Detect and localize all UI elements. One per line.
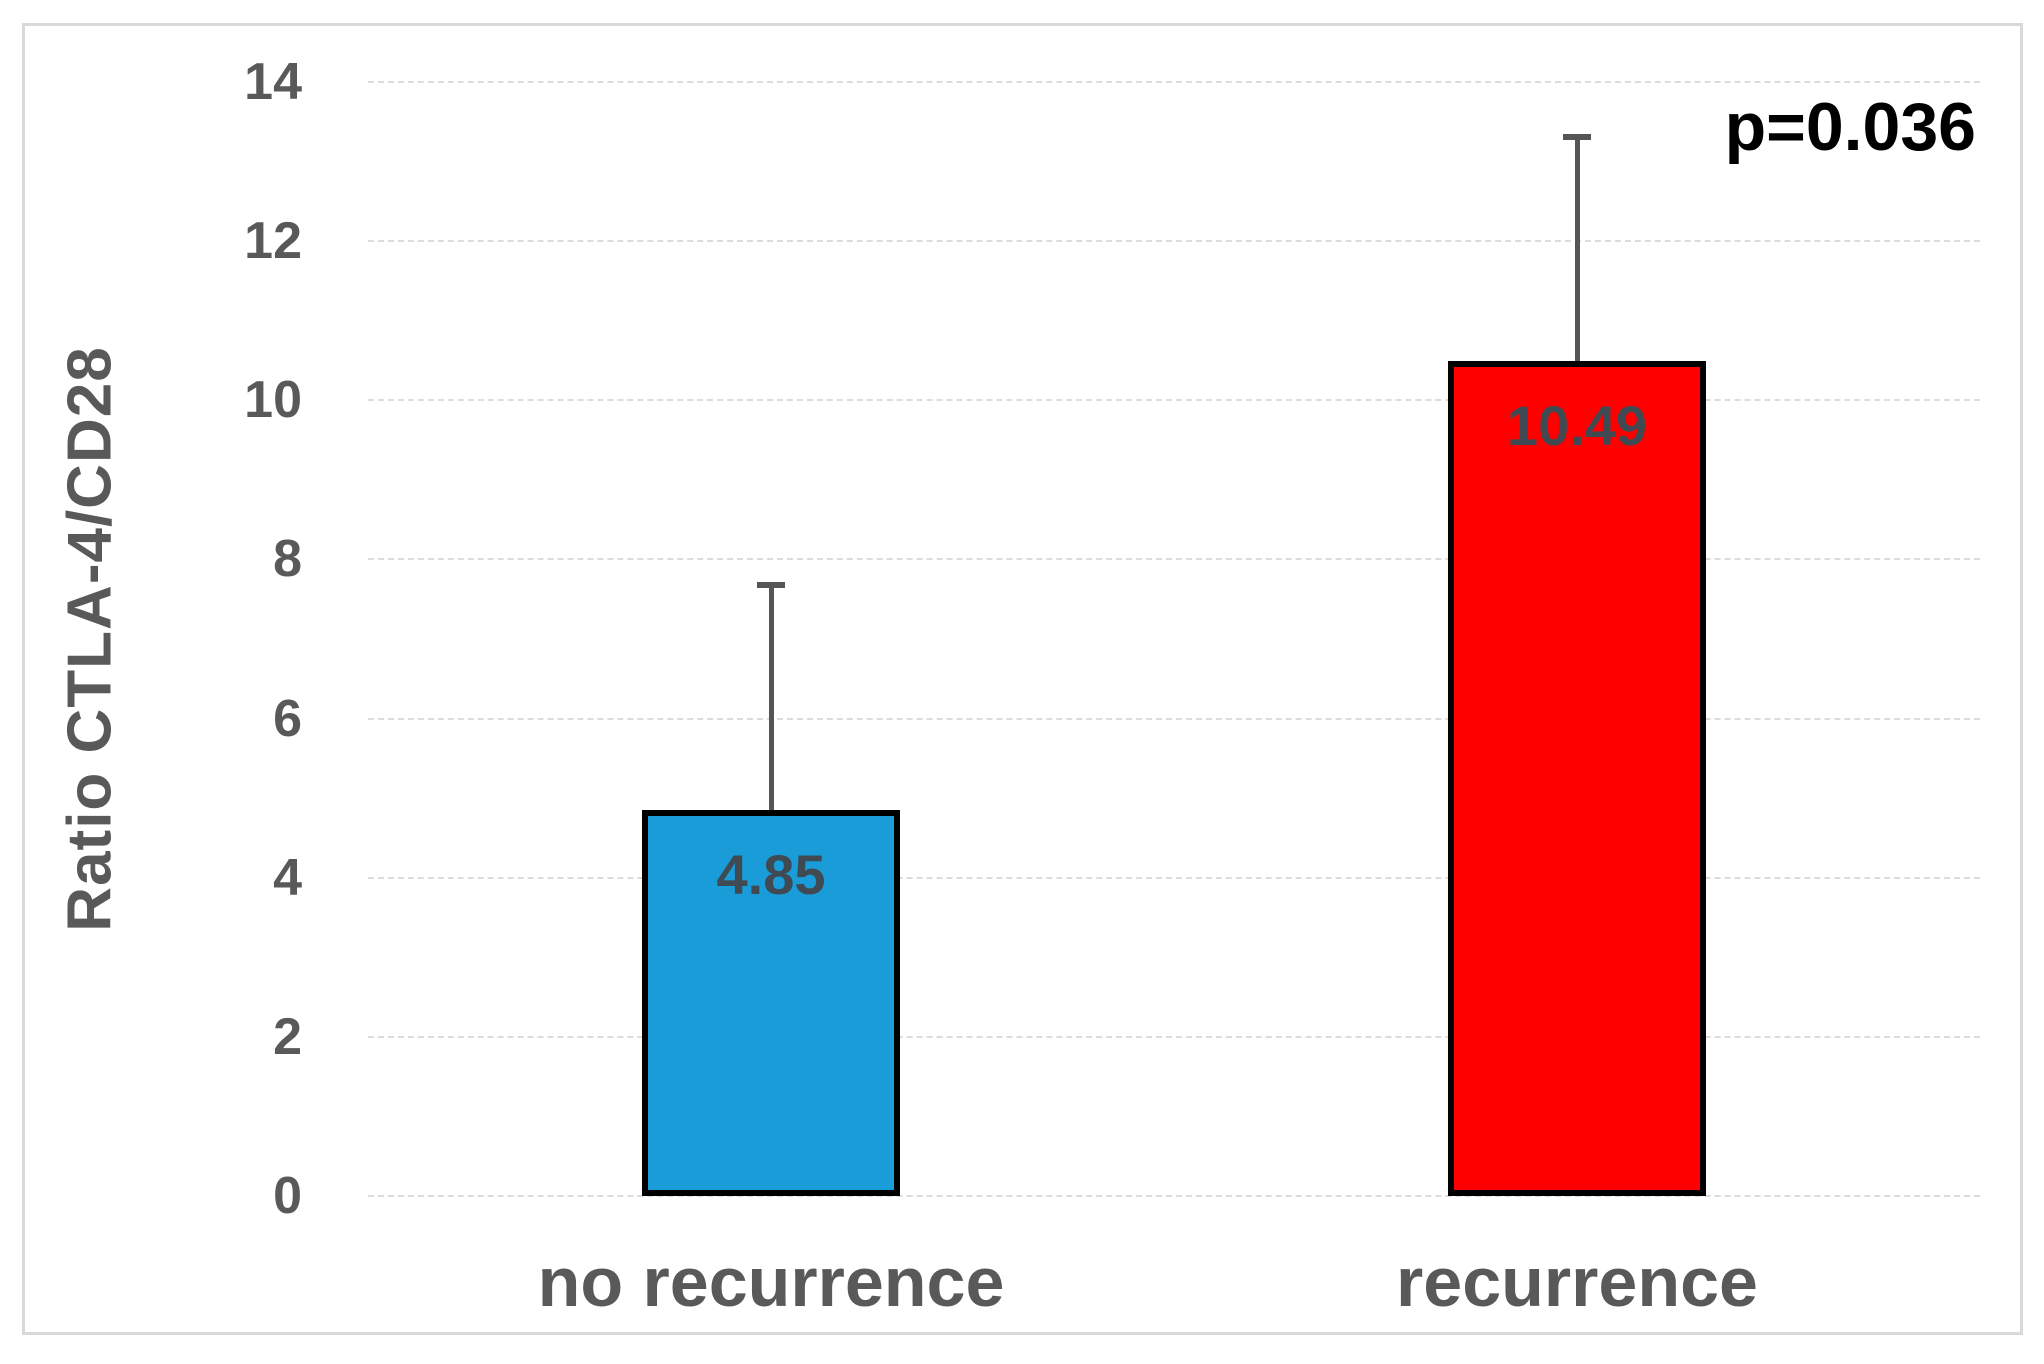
error-bar-cap	[1563, 134, 1591, 140]
y-axis-title: Ratio CTLA-4/CD28	[55, 346, 125, 932]
y-tick-label: 12	[244, 212, 302, 271]
y-tick-label: 4	[273, 848, 302, 907]
x-axis-label-no-recurrence: no recurrence	[537, 1243, 1005, 1321]
gridline	[368, 558, 1980, 561]
plot-area	[368, 81, 1980, 1197]
gridline	[368, 717, 1980, 720]
y-tick-label: 2	[273, 1007, 302, 1066]
y-tick-label: 0	[273, 1167, 302, 1225]
x-axis-label-recurrence: recurrence	[1396, 1243, 1758, 1321]
y-tick-label: 8	[273, 530, 302, 589]
error-bar-cap	[757, 582, 785, 588]
error-bar-line	[769, 585, 774, 810]
error-bar-line	[1575, 137, 1580, 361]
bar-value-label: 10.49	[1506, 394, 1648, 457]
bar-value-label: 4.85	[716, 843, 826, 906]
gridline	[368, 399, 1980, 402]
gridline	[368, 1195, 1980, 1197]
y-tick-label: 10	[244, 371, 302, 430]
bar-no-recurrence: 4.85	[642, 810, 900, 1196]
bar-recurrence: 10.49	[1448, 361, 1706, 1196]
gridline	[368, 1035, 1980, 1038]
gridline	[368, 81, 1980, 83]
gridline	[368, 876, 1980, 879]
y-tick-label: 6	[273, 689, 302, 748]
y-tick-label: 14	[244, 53, 302, 111]
p-value-annotation: p=0.036	[1724, 89, 1976, 165]
gridline	[368, 240, 1980, 243]
chart-frame: Ratio CTLA-4/CD28 p=0.036 0 2 4 6 8 10 12 14 4.8…	[22, 23, 2023, 1335]
